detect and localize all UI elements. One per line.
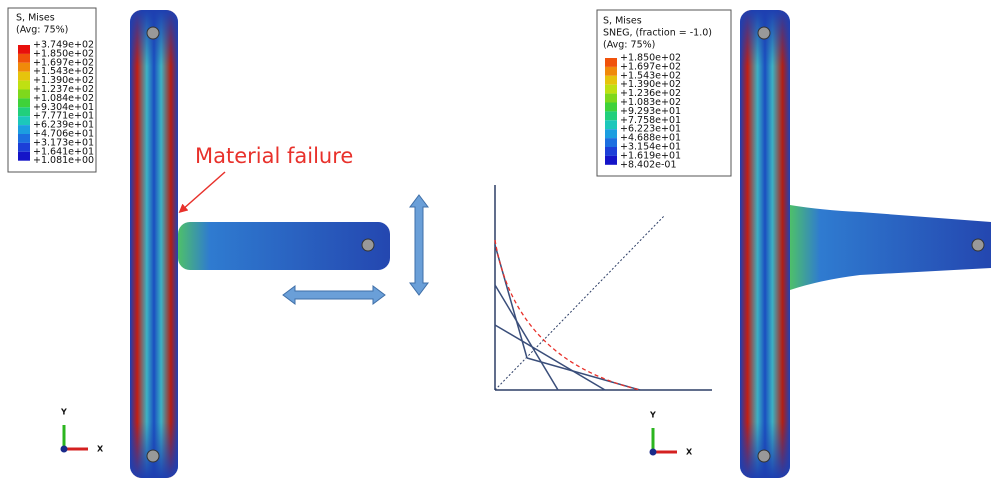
legend-label: +3.154e+01 (620, 142, 681, 153)
legend-label: +1.081e+00 (33, 155, 94, 166)
horizontal-load-arrow (282, 285, 386, 305)
triad-y-label: Y (649, 411, 656, 420)
legend-label: +1.697e+02 (620, 61, 681, 72)
legend-swatch (18, 89, 30, 99)
right-triad (649, 428, 677, 456)
legend-swatch (18, 53, 30, 63)
legend-label: +1.850e+02 (33, 48, 94, 59)
triad-x-label: X (686, 448, 693, 457)
legend-swatch (18, 71, 30, 81)
legend-swatch (605, 102, 617, 112)
left-triad (60, 425, 88, 453)
legend-label: +4.688e+01 (620, 133, 681, 144)
legend-label: +6.239e+01 (33, 120, 94, 131)
legend-swatch (18, 62, 30, 72)
legend-title: SNEG, (fraction = -1.0) (603, 28, 712, 39)
annotation-arrow (178, 171, 226, 213)
legend-swatch (605, 120, 617, 130)
legend-swatch (18, 116, 30, 126)
legend-label: +1.390e+02 (620, 79, 681, 90)
legend-swatch (605, 138, 617, 147)
interaction-sketch (494, 185, 712, 391)
legend-swatch (605, 75, 617, 85)
triad-y-label: Y (60, 408, 67, 417)
legend-swatch (18, 142, 30, 152)
legend-label: +7.758e+01 (620, 115, 681, 126)
legend-label: +1.084e+02 (33, 93, 94, 104)
legend-label: +1.619e+01 (620, 150, 681, 161)
legend-label: +1.543e+02 (620, 70, 681, 81)
legend-label: +1.697e+02 (33, 57, 94, 68)
legend-swatch (18, 125, 30, 134)
legend-title: (Avg: 75%) (603, 40, 655, 51)
legend-swatch (605, 84, 617, 94)
legend-swatch (605, 66, 617, 76)
annotation: Material failure (195, 144, 353, 168)
legend-title: S, Mises (16, 13, 55, 24)
legend-label: +8.402e-01 (620, 159, 677, 170)
legend-swatch (18, 151, 30, 161)
legend-label: +1.543e+02 (33, 66, 94, 77)
legend-swatch (605, 93, 617, 103)
legend-swatch (605, 129, 617, 139)
legend-swatch (18, 45, 30, 54)
legend-title: S, Mises (603, 16, 642, 27)
legend-swatch (605, 155, 617, 165)
legend-label: +1.237e+02 (33, 84, 94, 95)
legend-label: +3.173e+01 (33, 137, 94, 148)
legend-swatch (18, 98, 30, 108)
vertical-load-arrow (409, 194, 429, 296)
legend-label: +6.223e+01 (620, 124, 681, 135)
legend-label: +4.706e+01 (33, 129, 94, 140)
legend-label: +1.083e+02 (620, 97, 681, 108)
legend-swatch (18, 80, 30, 90)
legend-label: +1.236e+02 (620, 88, 681, 99)
legend-label: +1.390e+02 (33, 75, 94, 86)
legend-label: +1.641e+01 (33, 146, 94, 157)
left-model (130, 10, 390, 478)
legend-label: +1.850e+02 (620, 53, 681, 64)
legend-swatch (605, 111, 617, 121)
legend-swatch (605, 58, 617, 67)
legend-label: +9.293e+01 (620, 106, 681, 117)
legend-title: (Avg: 75%) (16, 25, 68, 36)
legend-swatch (18, 134, 30, 143)
legend-swatch (605, 147, 617, 156)
right-legend-box (596, 9, 732, 177)
legend-label: +7.771e+01 (33, 111, 94, 122)
triad-x-label: X (97, 445, 104, 454)
legend-label: +9.304e+01 (33, 102, 94, 113)
legend-swatch (18, 107, 30, 117)
legend-label: +3.749e+02 (33, 40, 94, 51)
right-model (740, 10, 991, 478)
